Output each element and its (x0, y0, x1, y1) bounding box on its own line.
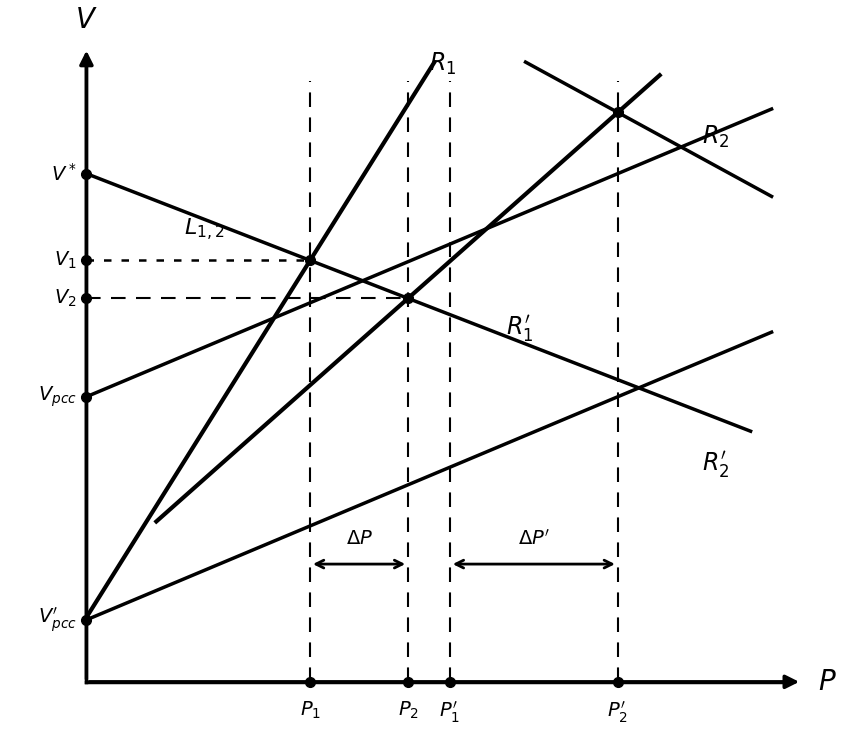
Text: $V$: $V$ (75, 5, 98, 33)
Text: $R_1'$: $R_1'$ (506, 314, 533, 344)
Text: $P$: $P$ (819, 668, 837, 696)
Text: $\Delta P'$: $\Delta P'$ (518, 528, 550, 548)
Text: $V_2$: $V_2$ (54, 288, 77, 309)
Text: $V^*$: $V^*$ (51, 163, 77, 184)
Text: $\Delta P$: $\Delta P$ (346, 530, 373, 548)
Text: $V_1$: $V_1$ (54, 250, 77, 271)
Text: $R_1$: $R_1$ (429, 51, 456, 77)
Text: $L_{1,2}$: $L_{1,2}$ (185, 216, 225, 242)
Text: $P_2$: $P_2$ (398, 700, 418, 721)
Text: $P_2'$: $P_2'$ (607, 700, 628, 725)
Text: $V_{pcc}$: $V_{pcc}$ (38, 384, 77, 409)
Text: $R_2'$: $R_2'$ (701, 450, 729, 480)
Text: $V_{pcc}'$: $V_{pcc}'$ (38, 606, 77, 635)
Text: $P_1$: $P_1$ (299, 700, 320, 721)
Text: $P_1'$: $P_1'$ (439, 700, 460, 725)
Text: $R_2$: $R_2$ (701, 123, 729, 149)
